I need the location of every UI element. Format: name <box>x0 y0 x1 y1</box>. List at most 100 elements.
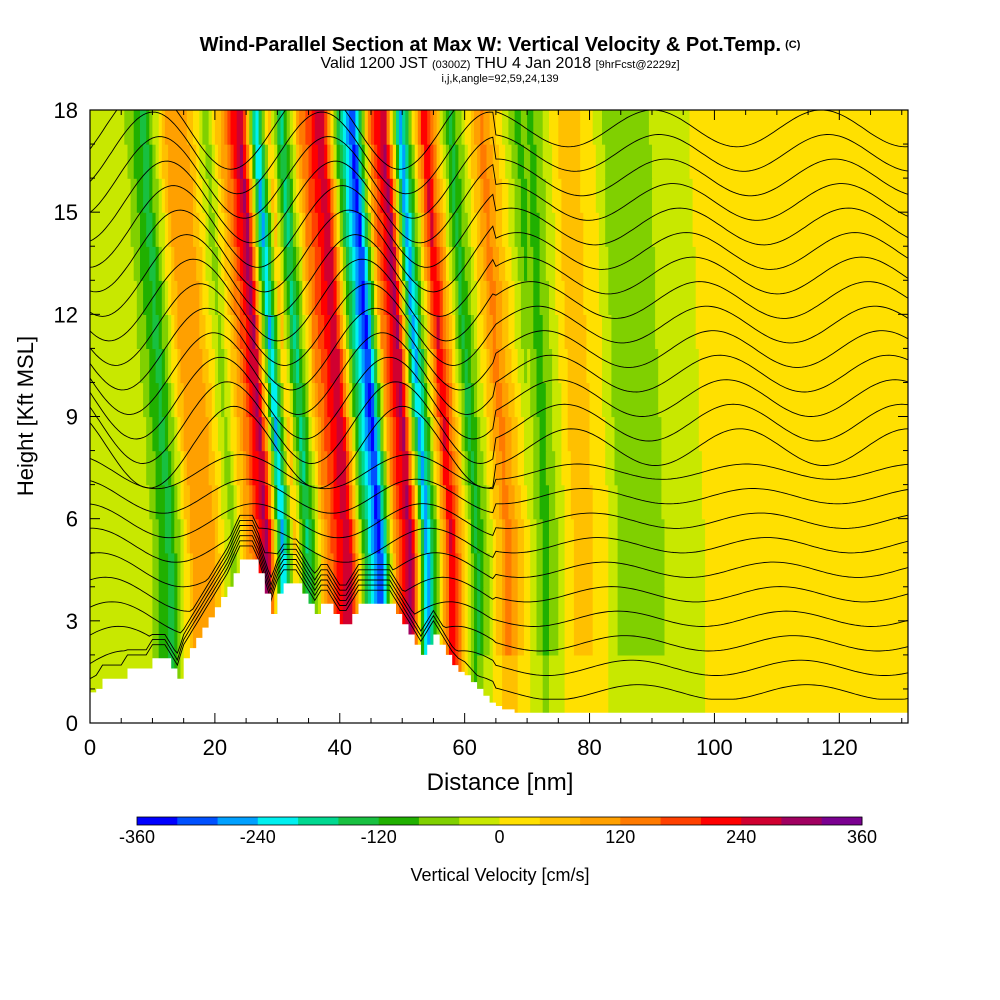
velocity-cell <box>726 484 731 520</box>
velocity-cell <box>858 178 862 213</box>
velocity-cell <box>517 144 522 179</box>
velocity-cell <box>723 246 728 281</box>
velocity-cell <box>177 212 182 247</box>
velocity-cell <box>105 314 110 349</box>
velocity-cell <box>692 416 697 452</box>
velocity-cell <box>692 620 697 656</box>
velocity-cell <box>111 586 116 622</box>
velocity-cell <box>904 484 908 520</box>
velocity-cell <box>795 178 800 213</box>
velocity-cell <box>542 450 547 486</box>
velocity-cell <box>826 688 831 723</box>
velocity-cell <box>236 110 241 145</box>
velocity-cell <box>904 450 908 486</box>
velocity-cell <box>414 382 419 418</box>
velocity-cell <box>118 518 122 554</box>
isoline <box>90 110 908 170</box>
velocity-cell <box>639 688 644 723</box>
velocity-cell <box>814 280 818 315</box>
velocity-cell <box>483 110 488 145</box>
velocity-cell <box>636 110 641 145</box>
velocity-cell <box>405 144 409 179</box>
velocity-cell <box>452 484 456 520</box>
velocity-cell <box>858 552 862 588</box>
velocity-cell <box>480 382 484 418</box>
velocity-cell <box>155 620 160 656</box>
velocity-cell <box>218 280 222 315</box>
velocity-cell <box>177 552 182 588</box>
velocity-cell <box>829 144 834 179</box>
velocity-cell <box>405 314 409 349</box>
velocity-cell <box>698 620 703 656</box>
velocity-cell <box>689 144 694 179</box>
velocity-cell <box>236 212 241 247</box>
velocity-cell <box>292 212 297 247</box>
velocity-cell <box>683 314 687 349</box>
velocity-cell <box>726 314 731 349</box>
velocity-cell <box>602 110 606 145</box>
velocity-cell <box>224 484 228 520</box>
velocity-cell <box>611 620 616 656</box>
velocity-cell <box>155 144 160 179</box>
velocity-cell <box>314 518 319 554</box>
velocity-cell <box>861 246 865 281</box>
velocity-cell <box>845 212 850 247</box>
velocity-cell <box>524 552 528 588</box>
velocity-cell <box>108 314 113 349</box>
velocity-cell <box>602 314 606 349</box>
velocity-cell <box>530 110 534 145</box>
velocity-cell <box>324 484 328 520</box>
velocity-cell <box>767 688 772 723</box>
velocity-cell <box>452 586 456 622</box>
velocity-cell <box>396 450 400 486</box>
velocity-cell <box>149 110 153 145</box>
velocity-cell <box>492 620 497 656</box>
colorbar-swatch <box>781 817 823 825</box>
velocity-cell <box>405 416 409 452</box>
velocity-cell <box>664 280 669 315</box>
velocity-cell <box>648 586 653 622</box>
velocity-cell <box>183 110 188 145</box>
velocity-cell <box>764 110 769 145</box>
velocity-cell <box>889 552 893 588</box>
velocity-cell <box>99 178 104 213</box>
velocity-cell <box>645 314 650 349</box>
velocity-cell <box>592 212 597 247</box>
velocity-cell <box>90 518 94 554</box>
velocity-cell <box>108 416 113 452</box>
velocity-cell <box>823 450 828 486</box>
velocity-cell <box>555 450 559 486</box>
velocity-cell <box>730 518 734 554</box>
velocity-cell <box>408 110 413 145</box>
velocity-cell <box>255 280 260 315</box>
velocity-cell <box>211 178 216 213</box>
velocity-cell <box>549 620 553 656</box>
velocity-cell <box>842 314 847 349</box>
velocity-cell <box>539 144 544 179</box>
velocity-cell <box>648 348 653 384</box>
velocity-cell <box>701 416 706 452</box>
velocity-cell <box>417 484 422 520</box>
velocity-cell <box>380 416 385 452</box>
velocity-cell <box>146 484 150 520</box>
velocity-cell <box>364 212 369 247</box>
velocity-cell <box>667 416 672 452</box>
velocity-cell <box>683 280 687 315</box>
velocity-cell <box>408 552 413 588</box>
velocity-cell <box>573 654 578 690</box>
velocity-cell <box>467 110 472 145</box>
velocity-cell <box>826 178 831 213</box>
velocity-cell <box>733 416 737 452</box>
velocity-cell <box>820 110 825 145</box>
velocity-cell <box>392 552 397 588</box>
velocity-cell <box>342 552 347 588</box>
velocity-cell <box>164 348 169 384</box>
velocity-cell <box>495 246 500 281</box>
velocity-cell <box>726 688 731 723</box>
velocity-cell <box>627 620 631 656</box>
velocity-cell <box>627 586 631 622</box>
velocity-cell <box>230 144 235 179</box>
velocity-cell <box>823 382 828 418</box>
velocity-cell <box>420 382 425 418</box>
velocity-cell <box>502 620 506 656</box>
